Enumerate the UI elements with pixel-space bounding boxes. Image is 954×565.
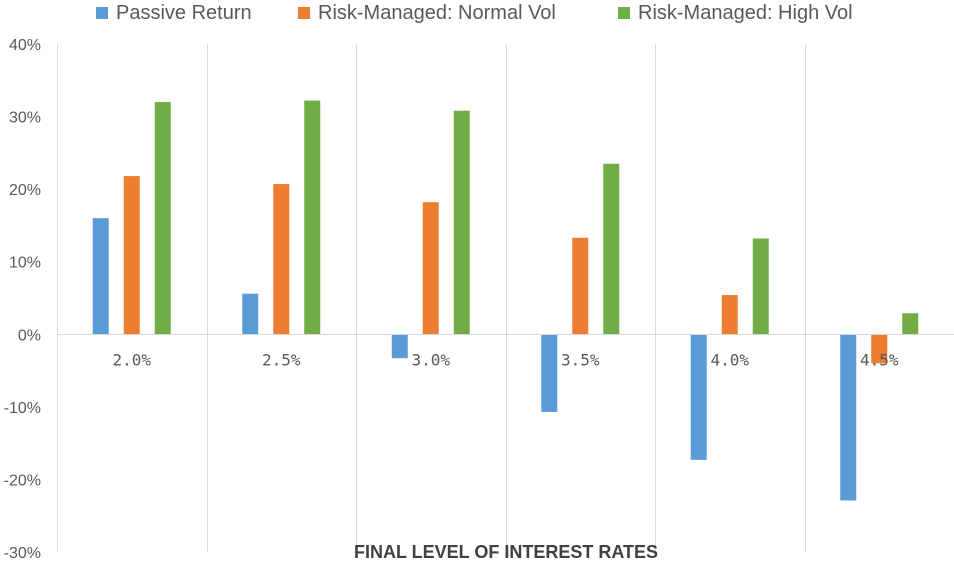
x-tick-label: 2.0% — [112, 350, 151, 369]
y-tick-label: 40% — [9, 37, 41, 54]
legend-label: Risk-Managed: High Vol — [638, 1, 853, 24]
x-axis-title: FINAL LEVEL OF INTEREST RATES — [354, 542, 658, 562]
y-tick-label: -10% — [4, 400, 41, 417]
y-tick-label: 10% — [9, 255, 41, 272]
x-axis: 2.0% 2.5% 3.0% 3.5% 4.0% 4.5% — [112, 350, 898, 369]
bar-risk-managed-normal-vol-4.0% — [721, 295, 738, 335]
bar-passive-return-4.5% — [840, 334, 857, 501]
bar-passive-return-3.0% — [391, 334, 408, 359]
legend-label: Passive Return — [116, 1, 252, 24]
y-tick-label: 0% — [18, 327, 41, 344]
x-tick-label: 4.5% — [860, 350, 899, 369]
bar-risk-managed-high-vol-2.0% — [154, 102, 171, 335]
bar-risk-managed-high-vol-4.0% — [752, 238, 769, 335]
bar-risk-managed-normal-vol-2.5% — [273, 184, 290, 335]
y-tick-label: 30% — [9, 110, 41, 127]
y-tick-label: 20% — [9, 182, 41, 199]
legend-item-passive: Passive Return — [96, 2, 252, 24]
legend-item-normal-vol: Risk-Managed: Normal Vol — [298, 2, 556, 24]
y-tick-label: -30% — [4, 545, 41, 562]
legend-swatch — [298, 7, 310, 19]
bar-risk-managed-normal-vol-2.0% — [123, 176, 140, 335]
bar-risk-managed-normal-vol-3.0% — [422, 202, 439, 335]
y-axis: 40% 30% 20% 10% 0% -10% -20% -30% — [4, 37, 41, 562]
bar-risk-managed-high-vol-4.5% — [902, 313, 919, 335]
bar-passive-return-2.5% — [242, 293, 259, 335]
legend-item-high-vol: Risk-Managed: High Vol — [618, 2, 853, 24]
bars — [92, 100, 919, 501]
legend-label: Risk-Managed: Normal Vol — [318, 1, 556, 24]
legend-swatch — [96, 7, 108, 19]
grid-lines — [57, 44, 806, 552]
bar-risk-managed-normal-vol-4.5% — [871, 334, 888, 364]
bar-passive-return-2.0% — [92, 218, 109, 335]
x-tick-label: 4.0% — [710, 350, 749, 369]
x-tick-label: 3.0% — [411, 350, 450, 369]
bar-passive-return-3.5% — [541, 334, 558, 412]
legend-swatch — [618, 7, 630, 19]
bar-risk-managed-high-vol-3.5% — [603, 163, 620, 335]
bar-risk-managed-high-vol-2.5% — [304, 100, 321, 335]
legend: Passive Return Risk-Managed: Normal Vol … — [0, 0, 954, 26]
bar-risk-managed-normal-vol-3.5% — [572, 237, 589, 335]
bar-passive-return-4.0% — [690, 334, 707, 460]
y-tick-label: -20% — [4, 472, 41, 489]
x-tick-label: 2.5% — [262, 350, 301, 369]
bar-risk-managed-high-vol-3.0% — [453, 110, 470, 335]
x-tick-label: 3.5% — [561, 350, 600, 369]
